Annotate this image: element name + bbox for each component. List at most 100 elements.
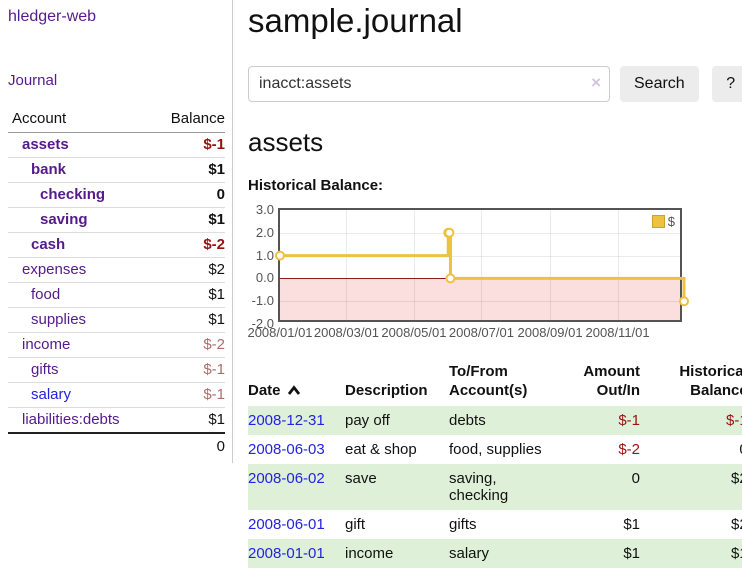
y-axis-tick-label: -1.0 (251, 293, 274, 309)
accounts-total-row: 0 (8, 432, 225, 459)
sidebar-item-journal[interactable]: Journal (8, 72, 58, 89)
data-point-marker (444, 227, 455, 238)
transaction-date-cell: 2008-06-02 (248, 464, 345, 510)
balance-chart: 3.0 2.0 1.0 0.0 -1.0 -2.0 2008/01/01 2008/03/01… (247, 203, 689, 340)
account-balance: $1 (154, 282, 225, 308)
transaction-balance-cell: $1 (650, 539, 742, 568)
negative-balance-region (280, 278, 680, 320)
x-axis-tick-label: 2008/01/01 (247, 325, 313, 340)
transaction-accounts-cell: food, supplies (449, 441, 542, 458)
account-row: salary $-1 (8, 382, 225, 408)
transaction-date-cell: 2008-06-01 (248, 510, 345, 539)
transaction-date-link[interactable]: 2008-01-01 (248, 545, 325, 562)
account-link-saving[interactable]: saving (40, 211, 88, 228)
chart-label: Historical Balance: (248, 177, 384, 194)
accounts-table: Account Balance assets $-1 bank $1 checking 0… (8, 106, 225, 459)
accounts-header-account: Account (8, 106, 155, 133)
transaction-date-link[interactable]: 2008-06-01 (248, 516, 325, 533)
y-axis-tick-label: 0.0 (255, 270, 274, 286)
account-link-supplies[interactable]: supplies (31, 311, 87, 328)
account-balance: $-1 (154, 132, 225, 158)
transaction-accounts-cell: debts (449, 406, 566, 435)
x-axis-tick-label: 2008/07/01 (448, 325, 514, 340)
account-link-bank[interactable]: bank (31, 161, 67, 178)
app-title-link[interactable]: hledger-web (8, 8, 97, 25)
page: hledger-web Journal Account Balance asse… (8, 0, 742, 568)
account-balance: $-2 (154, 232, 225, 258)
help-button[interactable]: ? (711, 66, 742, 102)
v-gridline (413, 210, 415, 320)
account-link-assets[interactable]: assets (22, 136, 69, 153)
account-row: gifts $-1 (8, 357, 225, 383)
accounts-header-balance: Balance (154, 106, 225, 133)
account-link-salary[interactable]: salary (31, 386, 72, 403)
column-header-balance: Historical Balance (679, 363, 742, 399)
account-balance: 0 (154, 182, 225, 208)
search-button[interactable]: Search (620, 66, 699, 102)
h-gridline (280, 232, 680, 234)
account-row: supplies $1 (8, 307, 225, 333)
accounts-table-body: assets $-1 bank $1 checking 0 saving $1 cash $-2 e… (8, 132, 225, 434)
column-header-date[interactable]: Date (248, 362, 345, 406)
account-link-food[interactable]: food (31, 286, 61, 303)
transaction-date-link[interactable]: 2008-12-31 (248, 412, 325, 429)
account-balance: $-1 (154, 382, 225, 408)
transaction-accounts-cell: saving, checking (449, 464, 566, 510)
chart-plot-area: 3.0 2.0 1.0 0.0 -1.0 -2.0 2008/01/01 2008/03/01… (247, 203, 689, 340)
account-link-cash[interactable]: cash (31, 236, 66, 253)
search-form: × Search ? (248, 66, 742, 102)
main-content: sample.journal × Search ? assets Histori… (233, 0, 742, 568)
account-link-gifts[interactable]: gifts (31, 361, 59, 378)
transaction-row: 2008-06-03 eat & shop food, supplies $-2 0 (248, 435, 742, 464)
transaction-date-link[interactable]: 2008-06-03 (248, 441, 325, 458)
transactions-header-row: Date Description To/From Account(s) Amou… (248, 362, 742, 406)
account-link-checking[interactable]: checking (40, 186, 106, 203)
accounts-total-spacer (8, 432, 155, 459)
account-balance: $1 (154, 307, 225, 333)
y-axis-tick-label: -2.0 (251, 316, 274, 331)
transaction-balance-cell: 0 (650, 435, 742, 464)
h-gridline (280, 301, 680, 303)
account-row: checking 0 (8, 182, 225, 208)
transactions-table: Date Description To/From Account(s) Amou… (248, 362, 742, 568)
transaction-description-cell: gift (345, 516, 366, 533)
transaction-description-cell: pay off (345, 406, 449, 435)
account-row: food $1 (8, 282, 225, 308)
account-row: liabilities:debts $1 (8, 407, 225, 434)
v-gridline (346, 210, 348, 320)
account-row: cash $-2 (8, 232, 225, 258)
account-balance: $2 (154, 257, 225, 283)
column-header-description: Description (345, 382, 428, 399)
account-balance: $-2 (154, 332, 225, 358)
y-axis-tick-label: 1.0 (255, 247, 274, 263)
account-link-liabilities-debts[interactable]: liabilities:debts (22, 411, 120, 428)
v-gridline (550, 210, 552, 320)
data-point-marker (445, 273, 456, 284)
account-row: income $-2 (8, 332, 225, 358)
column-header-accounts: To/From Account(s) (449, 363, 528, 399)
column-header-amount: Amount Out/In (583, 363, 640, 399)
transaction-accounts-cell: salary (449, 539, 566, 568)
data-point-marker (679, 296, 689, 307)
transaction-description-cell: save (345, 464, 449, 510)
h-gridline (280, 255, 680, 257)
transaction-balance-cell: $2 (650, 464, 742, 510)
x-axis-tick-label: 2008/05/01 (381, 325, 447, 340)
account-row: assets $-1 (8, 132, 225, 158)
sort-ascending-icon (287, 385, 300, 395)
clear-search-icon[interactable]: × (591, 73, 601, 92)
transaction-description-cell: eat & shop (345, 441, 417, 458)
account-link-expenses[interactable]: expenses (22, 261, 87, 278)
account-balance: $1 (154, 407, 225, 434)
x-axis-tick-label: 2008/11/01 (585, 325, 650, 340)
transaction-balance-cell: $2 (731, 516, 742, 533)
account-link-income[interactable]: income (22, 336, 71, 353)
transaction-date-link[interactable]: 2008-06-02 (248, 470, 325, 487)
transaction-row: 2008-06-01 gift gifts $1 $2 (248, 510, 742, 539)
page-title: sample.journal (248, 2, 463, 39)
legend-swatch-icon (651, 215, 665, 228)
search-input[interactable] (248, 66, 610, 102)
